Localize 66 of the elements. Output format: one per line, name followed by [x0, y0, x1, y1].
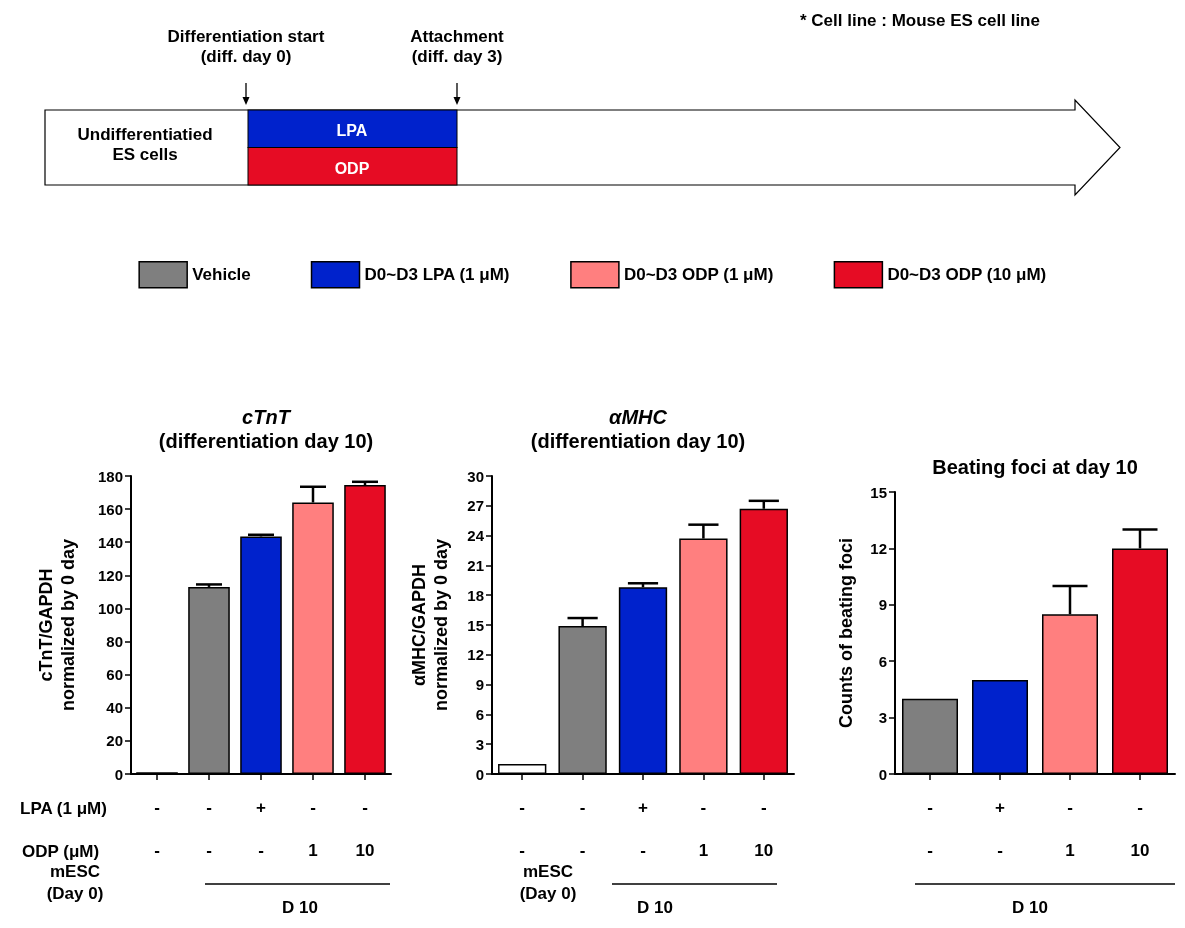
category-label: + -: [995, 798, 1005, 860]
chart-title: cTnT: [242, 406, 292, 428]
legend-label: D0~D3 ODP (10 μM): [887, 265, 1047, 285]
text: D 10: [1012, 897, 1048, 917]
y-tick-label: 15: [870, 483, 887, 501]
y-tick-label: 20: [106, 732, 123, 750]
y-tick-label: 30: [467, 467, 484, 485]
text: LPA: [336, 122, 368, 139]
y-tick-label: 27: [467, 497, 484, 515]
y-tick-label: 3: [475, 735, 484, 753]
y-tick-label: 140: [97, 533, 123, 551]
text: LPA (1 μM): [20, 798, 107, 818]
category-label: - 10: [1130, 798, 1150, 860]
category-label: + -: [638, 798, 648, 860]
category-label: - -: [154, 798, 160, 860]
y-tick-label: 0: [878, 765, 887, 783]
category-label: - 1: [698, 798, 709, 860]
category-label: - -: [519, 798, 526, 860]
y-axis-title: αMHC/GAPDH normalized by 0 day: [409, 538, 451, 712]
legend-label: D0~D3 ODP (1 μM): [623, 265, 774, 285]
category-label: - 1: [308, 798, 318, 860]
y-axis-title: Counts of beating foci: [836, 538, 856, 728]
chart-title: Beating foci at day 10: [932, 456, 1138, 478]
category-label: + -: [256, 798, 266, 860]
category-label: - 10: [355, 798, 375, 860]
y-tick-label: 60: [106, 666, 123, 684]
y-tick-label: 120: [97, 566, 123, 584]
y-axis-title: cTnT/GAPDH normalized by 0 day: [36, 538, 78, 712]
chart-title: αMHC: [609, 406, 668, 428]
y-tick-label: 3: [878, 709, 887, 727]
y-tick-label: 21: [467, 556, 484, 574]
text: * Cell line : Mouse ES cell line: [800, 11, 1040, 30]
text: D 10: [637, 897, 673, 917]
y-tick-label: 18: [467, 586, 484, 604]
y-tick-label: 6: [475, 705, 484, 723]
y-tick-label: 6: [878, 652, 887, 670]
y-tick-label: 9: [878, 596, 887, 614]
y-tick-label: 24: [467, 527, 485, 545]
text: Attachment (diff. day 3): [410, 27, 505, 66]
y-tick-label: 15: [467, 616, 484, 634]
category-label: - -: [579, 798, 586, 860]
y-tick-label: 0: [114, 765, 123, 783]
category-label: - -: [927, 798, 933, 860]
text: mESC (Day 0): [519, 861, 577, 903]
y-tick-label: 9: [475, 676, 484, 694]
text: Differentiation start (diff. day 0): [167, 27, 325, 66]
chart-subtitle: (differentiation day 10): [530, 430, 746, 452]
y-tick-label: 40: [106, 699, 123, 717]
text: ODP (μM): [22, 841, 100, 861]
category-label: - 10: [754, 798, 774, 860]
y-tick-label: 12: [467, 646, 484, 664]
y-tick-label: 100: [97, 599, 123, 617]
category-label: - -: [206, 798, 212, 860]
y-tick-label: 12: [870, 539, 887, 557]
text: ODP: [334, 160, 370, 177]
chart-subtitle: (differentiation day 10): [158, 430, 374, 452]
y-tick-label: 180: [97, 467, 123, 485]
y-tick-label: 160: [97, 500, 123, 518]
text: D 10: [282, 897, 318, 917]
legend-label: Vehicle: [192, 265, 251, 285]
text: Undifferentiatied ES cells: [77, 125, 213, 164]
legend-label: D0~D3 LPA (1 μM): [364, 265, 510, 285]
y-tick-label: 0: [475, 765, 484, 783]
y-tick-label: 80: [106, 633, 123, 651]
category-label: - 1: [1065, 798, 1075, 860]
text: mESC (Day 0): [46, 861, 104, 903]
